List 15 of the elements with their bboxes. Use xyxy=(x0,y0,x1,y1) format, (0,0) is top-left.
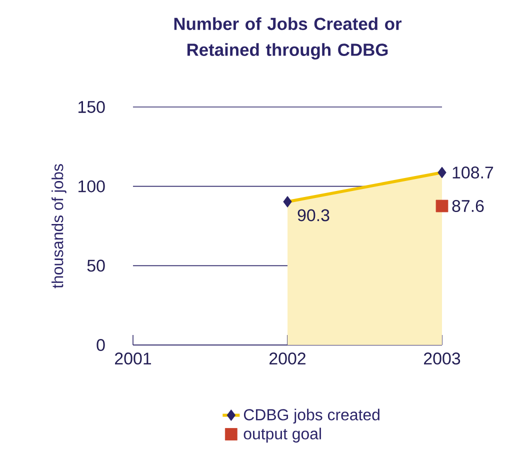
legend-label: CDBG jobs created xyxy=(244,408,380,424)
y-tick-label: 0 xyxy=(96,339,105,351)
data-label: 90.3 xyxy=(298,209,330,222)
y-tick-label: 100 xyxy=(78,180,105,192)
y-axis-title: thousands of jobs xyxy=(52,164,66,288)
chart-title: Number of Jobs Created or Retained through CDBG xyxy=(174,17,402,60)
y-tick-label: 50 xyxy=(87,260,105,272)
x-tick-label: 2002 xyxy=(270,352,306,365)
y-tick-label: 150 xyxy=(78,101,105,113)
x-tick-label: 2003 xyxy=(424,352,460,365)
x-tick-label: 2001 xyxy=(115,352,152,365)
data-label: 87.6 xyxy=(452,200,484,212)
legend-label: output goal xyxy=(244,428,321,443)
data-label: 108.7 xyxy=(452,166,494,179)
point xyxy=(436,200,448,212)
